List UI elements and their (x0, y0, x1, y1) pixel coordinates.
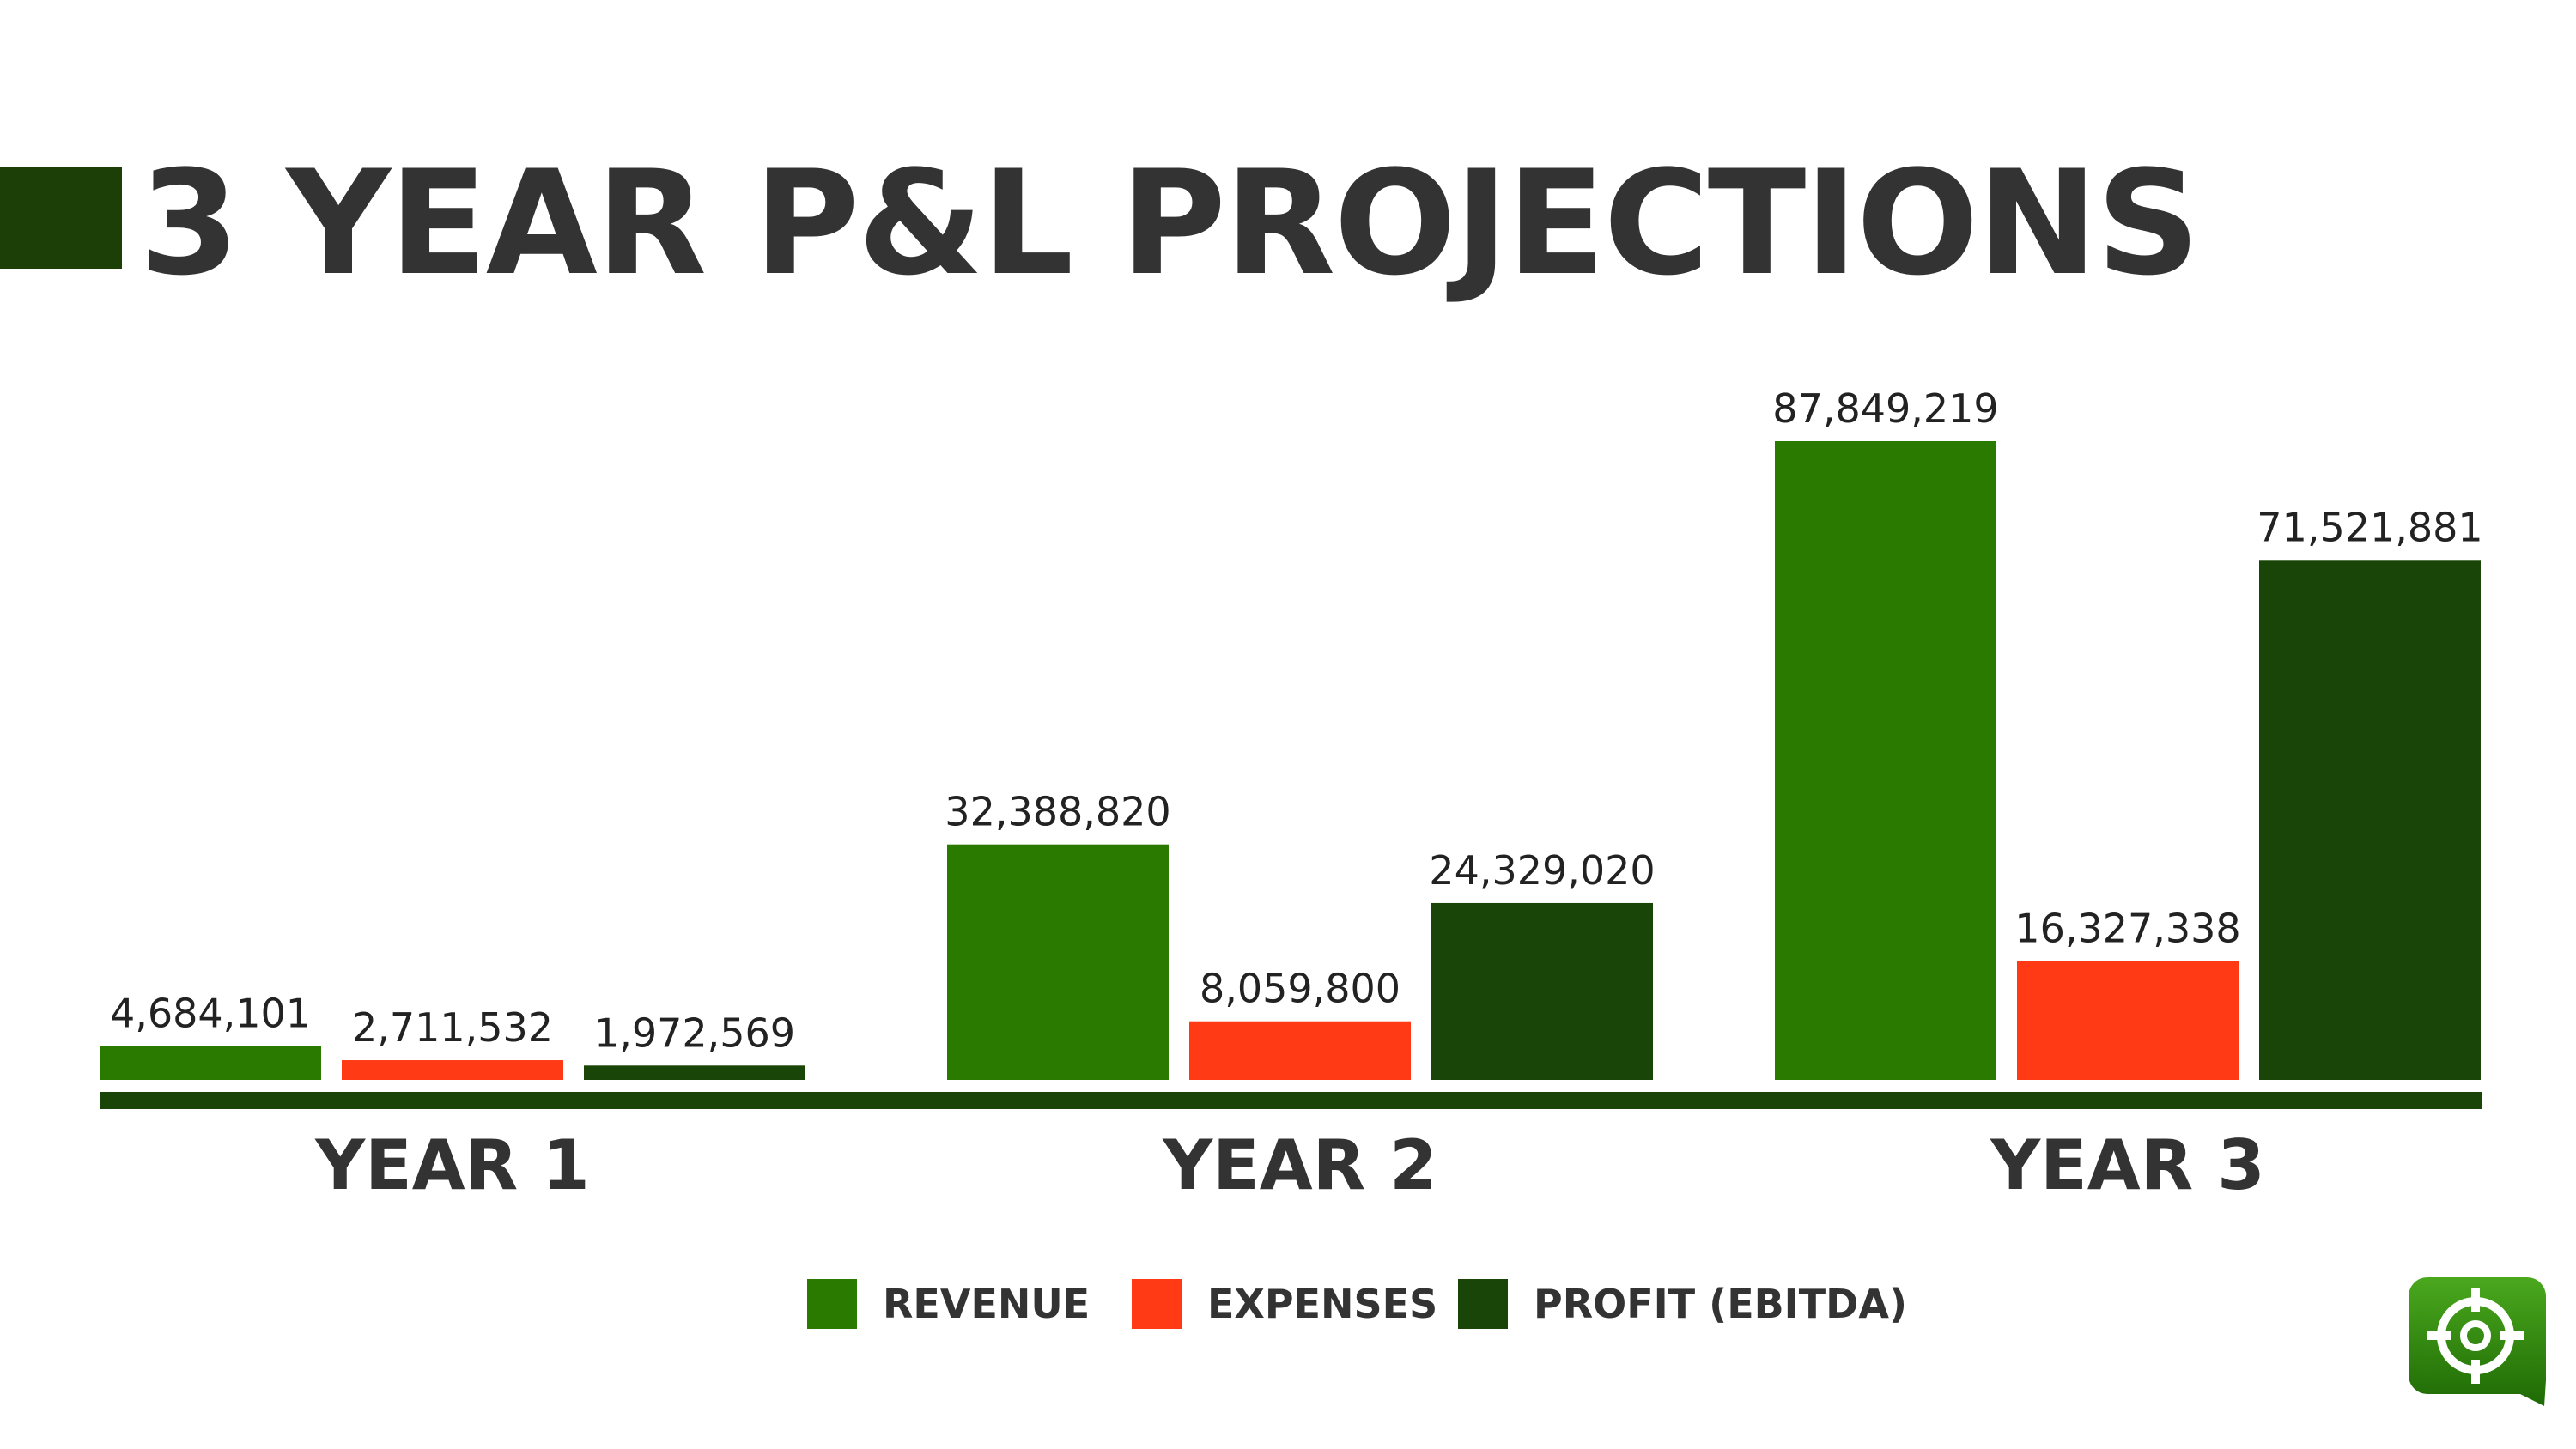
legend-label-expenses: EXPENSES (1207, 1281, 1438, 1327)
bar-profit-year-1 (584, 1065, 805, 1080)
bar-profit-year-3 (2259, 560, 2481, 1080)
data-label-revenue-year-2: 32,388,820 (945, 789, 1170, 835)
data-label-profit-year-3: 71,521,881 (2257, 504, 2482, 550)
bar-profit-year-2 (1431, 902, 1653, 1080)
crosshair-chat-icon (2409, 1277, 2546, 1415)
legend-item-revenue: REVENUE (807, 1274, 1090, 1334)
category-label-year-2: YEAR 2 (1162, 1125, 1437, 1205)
legend-item-profit: PROFIT (EBITDA) (1458, 1274, 1907, 1334)
x-axis-baseline (100, 1092, 2482, 1109)
bar-revenue-year-2 (947, 844, 1169, 1080)
chart-legend: REVENUE EXPENSES PROFIT (EBITDA) (0, 1274, 2576, 1334)
data-label-revenue-year-3: 87,849,219 (1772, 385, 1998, 432)
legend-swatch-profit (1458, 1279, 1508, 1329)
bar-revenue-year-1 (100, 1046, 321, 1080)
data-label-profit-year-1: 1,972,569 (594, 1009, 795, 1056)
data-label-revenue-year-1: 4,684,101 (110, 990, 311, 1036)
legend-item-expenses: EXPENSES (1132, 1274, 1437, 1334)
legend-swatch-expenses (1132, 1279, 1182, 1329)
category-label-year-1: YEAR 1 (314, 1125, 590, 1205)
bar-revenue-year-3 (1775, 441, 1996, 1080)
bar-expenses-year-1 (342, 1060, 563, 1080)
data-label-expenses-year-3: 16,327,338 (2014, 906, 2240, 952)
legend-label-profit: PROFIT (EBITDA) (1534, 1281, 1907, 1327)
bar-expenses-year-3 (2017, 961, 2239, 1080)
legend-swatch-revenue (807, 1279, 857, 1329)
data-label-profit-year-2: 24,329,020 (1429, 847, 1655, 894)
bar-chart: 4,684,101 2,711,532 1,972,569 YEAR 1 32,388,… (100, 385, 2483, 1205)
legend-label-revenue: REVENUE (883, 1281, 1091, 1327)
category-label-year-3: YEAR 3 (1990, 1125, 2265, 1205)
bar-expenses-year-2 (1189, 1021, 1411, 1080)
page-title: 3 YEAR P&L PROJECTIONS (139, 139, 2200, 307)
data-label-expenses-year-1: 2,711,532 (352, 1004, 553, 1051)
data-label-expenses-year-2: 8,059,800 (1200, 966, 1400, 1012)
title-accent-block (0, 167, 122, 269)
